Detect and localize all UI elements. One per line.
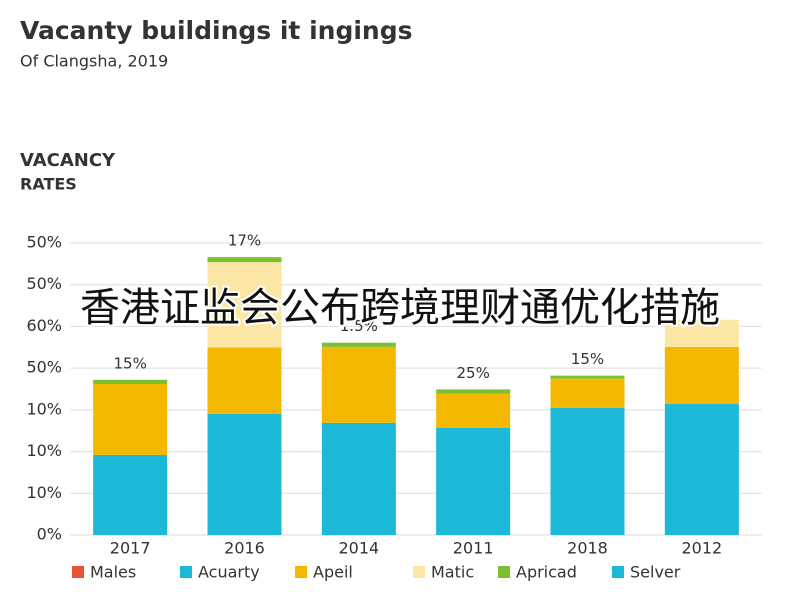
legend-swatch (72, 566, 84, 578)
bar-segment (436, 393, 511, 428)
bar-segment (664, 319, 739, 347)
y-tick-label: 50% (26, 358, 62, 377)
legend-label: Selver (630, 563, 681, 582)
x-tick-label: 2018 (567, 539, 608, 558)
bar-segment (550, 375, 625, 379)
bar-segment (207, 262, 282, 348)
bar-segment (93, 383, 168, 455)
overlay-caption: 香港证监会公布跨境理财通优化措施 (80, 285, 720, 331)
y-axis-label: VACANCY (20, 150, 116, 171)
bar-segment (436, 389, 511, 394)
y-tick-label: 50% (26, 233, 62, 252)
legend-swatch (612, 566, 624, 578)
y-tick-label: 10% (26, 399, 62, 418)
x-tick-label: 2012 (681, 539, 722, 558)
bar-annotation: 1.5% (340, 317, 378, 335)
y-tick-label: 10% (26, 483, 62, 502)
bar-segment (207, 257, 282, 263)
plot: 0% 10% 10% 10% 50% 60% 50% 50% 2017 15% 2016 17% 201… (26, 232, 762, 582)
legend-label: Acuarty (198, 563, 260, 582)
bar-segment (550, 378, 625, 408)
y-axis-label: RATES (20, 175, 77, 194)
x-tick-label: 2011 (453, 539, 494, 558)
legend-label: Apeil (313, 563, 353, 582)
x-tick-label: 2017 (110, 539, 151, 558)
x-tick-label: 2016 (224, 539, 265, 558)
legend-swatch (180, 566, 192, 578)
y-tick-label: 50% (26, 274, 62, 293)
bar-segment (207, 347, 282, 415)
x-tick-label: 2014 (338, 539, 379, 558)
bar-annotation: 15% (571, 350, 604, 368)
y-tick-label: 0% (37, 525, 62, 544)
y-tick-label: 10% (26, 441, 62, 460)
legend-swatch (498, 566, 510, 578)
bar-segment (321, 346, 396, 423)
y-tick-label: 60% (26, 316, 62, 335)
bar-segment (664, 346, 739, 405)
bar-segment (321, 342, 396, 347)
legend-label: Apricad (516, 563, 577, 582)
bar-annotation: 25% (456, 364, 489, 382)
bar-segment (93, 379, 168, 384)
bar-segment (550, 407, 625, 535)
legend-label: Males (90, 563, 136, 582)
chart-subtitle: Of Clangsha, 2019 (20, 52, 168, 71)
bar-annotation: 15% (113, 354, 146, 372)
legend-label: Matic (431, 563, 474, 582)
bar-annotation: 17% (228, 232, 261, 250)
legend-swatch (413, 566, 425, 578)
bar-segment (664, 404, 739, 535)
legend-swatch (295, 566, 307, 578)
bar-segment (436, 427, 511, 535)
bar-segment (321, 422, 396, 535)
bar-segment (93, 454, 168, 535)
chart-title: Vacanty buildings it ingings (20, 16, 413, 45)
bar-segment (207, 414, 282, 535)
